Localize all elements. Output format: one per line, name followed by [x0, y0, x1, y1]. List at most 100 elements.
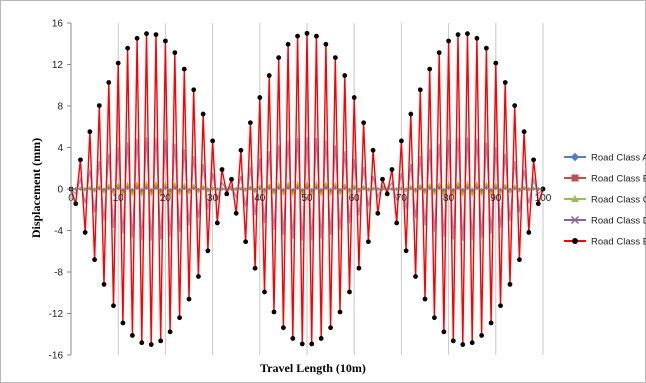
- data-point: [347, 289, 352, 295]
- data-point: [281, 325, 286, 331]
- data-point: [399, 138, 404, 144]
- x-tick-label: 100: [535, 193, 552, 204]
- legend-item: Road Class E: [564, 237, 646, 248]
- data-point: [229, 176, 234, 182]
- data-point: [115, 60, 121, 66]
- data-point: [304, 30, 310, 36]
- data-point: [186, 296, 192, 302]
- data-point: [271, 309, 277, 315]
- legend-x-marker: [570, 215, 580, 225]
- series-line: [70, 180, 544, 198]
- data-point: [177, 315, 182, 321]
- legend-circle-marker: [572, 238, 578, 244]
- data-point: [172, 50, 178, 56]
- data-point: [290, 336, 296, 341]
- data-point: [252, 265, 258, 271]
- data-point: [276, 55, 282, 61]
- data-point: [210, 138, 216, 144]
- x-tick-label: 80: [443, 193, 455, 204]
- data-point: [517, 257, 522, 263]
- data-point: [82, 230, 88, 235]
- data-point: [479, 333, 485, 338]
- y-axis-title: Displacement (mm): [29, 138, 43, 238]
- data-point: [78, 157, 83, 163]
- data-point: [465, 31, 470, 37]
- data-point: [163, 38, 168, 44]
- data-point: [380, 176, 385, 182]
- legend-item: Road Class B: [564, 174, 646, 185]
- legend-item: Road Class A: [564, 153, 646, 164]
- data-point: [134, 35, 140, 41]
- data-point: [158, 338, 164, 344]
- y-tick-label: -12: [49, 309, 64, 320]
- data-point: [299, 341, 305, 347]
- data-point: [351, 95, 357, 100]
- y-tick-label: -8: [54, 268, 63, 279]
- data-point: [460, 342, 466, 347]
- data-point: [262, 289, 267, 295]
- data-point: [455, 32, 461, 38]
- data-point: [318, 336, 324, 341]
- data-point: [96, 103, 102, 109]
- data-point: [120, 320, 126, 326]
- data-point: [361, 120, 367, 126]
- y-tick-label: 16: [52, 19, 64, 30]
- y-tick-label: -4: [54, 226, 63, 237]
- data-point: [266, 73, 272, 78]
- data-point: [356, 265, 362, 271]
- data-point: [295, 33, 300, 39]
- data-point: [474, 35, 480, 41]
- x-tick-label: 60: [349, 193, 361, 204]
- data-point: [493, 60, 499, 66]
- legend-label: Road Class D: [591, 216, 646, 227]
- data-point: [342, 73, 348, 78]
- legend: Road Class A Road Class B Road Class C Road…: [564, 153, 646, 248]
- legend-label: Road Class E: [591, 237, 646, 248]
- series-road-class-c: [70, 180, 544, 198]
- data-point: [129, 333, 135, 338]
- y-tick-label: 12: [52, 60, 64, 71]
- data-point: [469, 340, 475, 346]
- series-road-class-e: [68, 30, 546, 347]
- legend-diamond-marker: [570, 152, 580, 162]
- x-tick-label: 30: [207, 193, 219, 204]
- data-point: [446, 38, 451, 44]
- data-point: [535, 201, 541, 207]
- data-point: [224, 191, 230, 197]
- data-point: [384, 191, 390, 197]
- x-tick-label: 50: [301, 193, 313, 204]
- y-tick-label: 4: [57, 143, 63, 154]
- x-axis-title: Travel Length (10m): [260, 361, 366, 375]
- x-tick-label: 20: [160, 193, 172, 204]
- data-point: [375, 210, 381, 216]
- data-point: [243, 239, 249, 245]
- data-point: [507, 281, 513, 287]
- data-point: [389, 167, 395, 172]
- legend-label: Road Class B: [591, 174, 646, 185]
- data-point: [531, 157, 536, 163]
- data-point: [309, 341, 315, 347]
- data-point: [432, 315, 437, 321]
- data-point: [332, 55, 338, 61]
- data-point: [328, 325, 333, 331]
- data-point: [512, 103, 518, 109]
- data-point: [196, 274, 201, 279]
- y-tick-label: -16: [49, 351, 64, 362]
- data-point: [73, 201, 79, 207]
- data-point: [214, 220, 220, 226]
- data-point: [365, 239, 371, 245]
- x-tick-label: 10: [113, 193, 125, 204]
- data-point: [285, 41, 291, 47]
- x-tick-label: 40: [254, 193, 266, 204]
- data-point: [450, 338, 456, 344]
- data-point: [422, 296, 428, 302]
- data-point: [436, 50, 442, 56]
- data-point: [148, 342, 154, 347]
- data-point: [101, 281, 107, 287]
- data-point: [191, 87, 197, 93]
- data-point: [144, 31, 149, 37]
- data-point: [314, 33, 319, 39]
- data-point: [413, 274, 418, 279]
- data-point: [483, 45, 489, 51]
